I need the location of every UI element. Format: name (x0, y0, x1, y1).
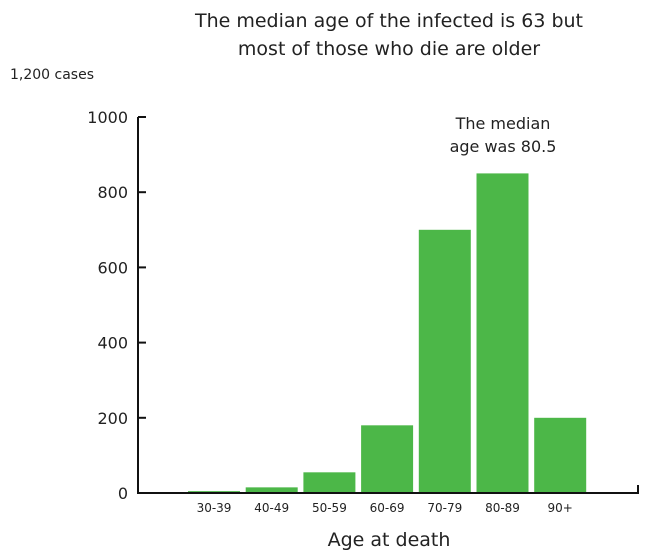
x-tick-label: 50-59 (312, 501, 347, 515)
bar-40-49 (245, 487, 298, 493)
x-tick-label: 40-49 (254, 501, 289, 515)
bar-80-89 (476, 173, 529, 493)
y-tick-label: 0 (118, 484, 128, 503)
y-tick-label: 600 (97, 258, 128, 277)
x-tick-label: 80-89 (485, 501, 520, 515)
y-tick-label: 400 (97, 334, 128, 353)
axes (137, 116, 639, 494)
y-tick-label: 1000 (87, 108, 128, 127)
bar-70-79 (418, 229, 471, 494)
unit-label: 1,200 cases (10, 67, 94, 83)
x-axis-ticks: 30-39 40-49 50-59 60-69 70-79 80-89 90+ (197, 501, 573, 515)
y-axis-ticks: 0 200 400 600 800 1000 (87, 108, 146, 503)
annotation-line-1: The median (455, 114, 551, 133)
y-tick-label: 200 (97, 409, 128, 428)
bar-90+ (534, 417, 587, 493)
x-tick-label: 70-79 (427, 501, 462, 515)
annotation-line-2: age was 80.5 (450, 137, 557, 156)
bar-50-59 (303, 472, 356, 493)
x-tick-label: 60-69 (370, 501, 405, 515)
x-tick-label: 90+ (548, 501, 573, 515)
bar-60-69 (361, 425, 414, 493)
x-axis-label: Age at death (328, 529, 451, 551)
chart-title-line-2: most of those who die are older (238, 38, 540, 60)
y-tick-label: 800 (97, 183, 128, 202)
chart-title-line-1: The median age of the infected is 63 but (194, 10, 583, 32)
x-tick-label: 30-39 (197, 501, 232, 515)
bars-group (188, 173, 587, 494)
